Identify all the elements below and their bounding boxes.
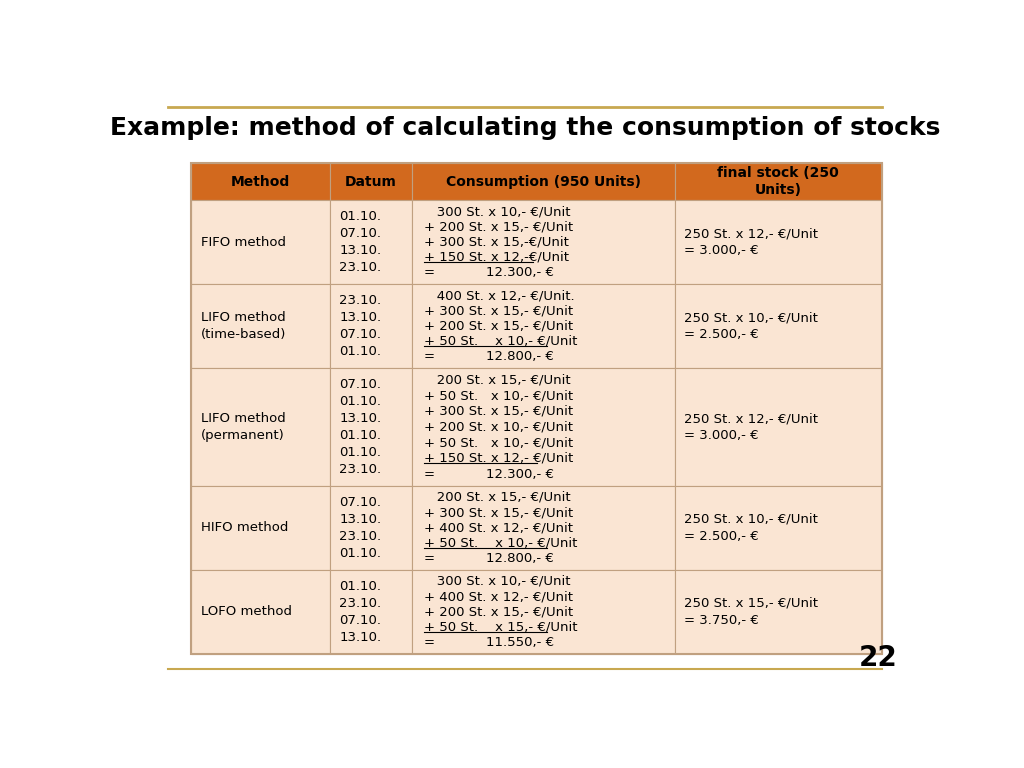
Text: + 400 St. x 12,- €/Unit: + 400 St. x 12,- €/Unit — [424, 521, 573, 535]
Text: 400 St. x 12,- €/Unit.: 400 St. x 12,- €/Unit. — [424, 289, 574, 302]
Text: Consumption (950 Units): Consumption (950 Units) — [446, 174, 641, 189]
Text: + 50 St.    x 10,- €/Unit: + 50 St. x 10,- €/Unit — [424, 537, 578, 550]
Text: =            12.300,- €: = 12.300,- € — [424, 266, 554, 280]
Text: final stock (250
Units): final stock (250 Units) — [718, 166, 840, 197]
Text: 07.10.
01.10.
13.10.
01.10.
01.10.
23.10.: 07.10. 01.10. 13.10. 01.10. 01.10. 23.10… — [339, 378, 381, 476]
Bar — [675, 200, 882, 284]
Text: + 300 St. x 15,-€/Unit: + 300 St. x 15,-€/Unit — [424, 236, 569, 249]
Text: + 200 St. x 10,- €/Unit: + 200 St. x 10,- €/Unit — [424, 421, 573, 433]
Text: LIFO method
(permanent): LIFO method (permanent) — [201, 412, 286, 442]
Text: + 200 St. x 15,- €/Unit: + 200 St. x 15,- €/Unit — [424, 605, 573, 618]
Text: 250 St. x 12,- €/Unit
= 3.000,- €: 250 St. x 12,- €/Unit = 3.000,- € — [684, 412, 818, 442]
Text: + 300 St. x 15,- €/Unit: + 300 St. x 15,- €/Unit — [424, 304, 573, 317]
Text: 300 St. x 10,- €/Unit: 300 St. x 10,- €/Unit — [424, 205, 570, 218]
Text: 22: 22 — [859, 644, 898, 672]
Text: 07.10.
13.10.
23.10.
01.10.: 07.10. 13.10. 23.10. 01.10. — [339, 496, 381, 560]
Text: + 300 St. x 15,- €/Unit: + 300 St. x 15,- €/Unit — [424, 506, 573, 519]
Text: + 200 St. x 15,- €/Unit: + 200 St. x 15,- €/Unit — [424, 220, 573, 233]
Text: 250 St. x 10,- €/Unit
= 2.500,- €: 250 St. x 10,- €/Unit = 2.500,- € — [684, 311, 818, 341]
Bar — [413, 163, 675, 200]
Text: =            11.550,- €: = 11.550,- € — [424, 636, 554, 649]
Bar — [413, 486, 675, 570]
Bar — [330, 368, 413, 486]
Bar — [413, 200, 675, 284]
Bar — [413, 284, 675, 368]
Text: + 50 St.    x 10,- €/Unit: + 50 St. x 10,- €/Unit — [424, 335, 578, 348]
Text: + 150 St. x 12,-€/Unit: + 150 St. x 12,-€/Unit — [424, 251, 569, 264]
Text: + 400 St. x 12,- €/Unit: + 400 St. x 12,- €/Unit — [424, 590, 573, 603]
Text: + 200 St. x 15,- €/Unit: + 200 St. x 15,- €/Unit — [424, 319, 573, 333]
Text: Datum: Datum — [345, 174, 397, 189]
Text: + 50 St.    x 15,- €/Unit: + 50 St. x 15,- €/Unit — [424, 621, 578, 634]
Text: 300 St. x 10,- €/Unit: 300 St. x 10,- €/Unit — [424, 575, 570, 588]
Bar — [330, 570, 413, 654]
Text: =            12.300,- €: = 12.300,- € — [424, 468, 554, 481]
Bar — [675, 486, 882, 570]
Bar — [330, 486, 413, 570]
Bar — [413, 368, 675, 486]
Bar — [191, 486, 330, 570]
Text: LOFO method: LOFO method — [201, 605, 292, 618]
Text: HIFO method: HIFO method — [201, 521, 289, 535]
Text: LIFO method
(time-based): LIFO method (time-based) — [201, 311, 287, 341]
Text: =            12.800,- €: = 12.800,- € — [424, 350, 554, 363]
Bar — [330, 284, 413, 368]
Text: + 50 St.   x 10,- €/Unit: + 50 St. x 10,- €/Unit — [424, 389, 573, 402]
Bar — [191, 284, 330, 368]
Bar — [675, 570, 882, 654]
Text: 250 St. x 12,- €/Unit
= 3.000,- €: 250 St. x 12,- €/Unit = 3.000,- € — [684, 227, 818, 257]
Text: =            12.800,- €: = 12.800,- € — [424, 552, 554, 565]
Text: + 300 St. x 15,- €/Unit: + 300 St. x 15,- €/Unit — [424, 405, 573, 418]
Bar — [330, 200, 413, 284]
Text: 200 St. x 15,- €/Unit: 200 St. x 15,- €/Unit — [424, 491, 571, 504]
Text: + 50 St.   x 10,- €/Unit: + 50 St. x 10,- €/Unit — [424, 436, 573, 449]
Text: 250 St. x 15,- €/Unit
= 3.750,- €: 250 St. x 15,- €/Unit = 3.750,- € — [684, 597, 818, 627]
Bar — [675, 284, 882, 368]
Bar — [191, 163, 882, 654]
Text: Method: Method — [230, 174, 290, 189]
Bar — [330, 163, 413, 200]
Bar — [191, 570, 330, 654]
Text: Example: method of calculating the consumption of stocks: Example: method of calculating the consu… — [110, 116, 940, 140]
Bar — [191, 163, 330, 200]
Text: 200 St. x 15,- €/Unit: 200 St. x 15,- €/Unit — [424, 373, 571, 386]
Bar — [191, 368, 330, 486]
Text: 23.10.
13.10.
07.10.
01.10.: 23.10. 13.10. 07.10. 01.10. — [339, 294, 381, 358]
Bar — [413, 570, 675, 654]
Bar — [675, 368, 882, 486]
Text: FIFO method: FIFO method — [201, 236, 286, 249]
Text: 01.10.
07.10.
13.10.
23.10.: 01.10. 07.10. 13.10. 23.10. — [339, 210, 381, 274]
Bar — [191, 200, 330, 284]
Bar — [675, 163, 882, 200]
Text: 01.10.
23.10.
07.10.
13.10.: 01.10. 23.10. 07.10. 13.10. — [339, 580, 381, 644]
Text: 250 St. x 10,- €/Unit
= 2.500,- €: 250 St. x 10,- €/Unit = 2.500,- € — [684, 513, 818, 543]
Text: + 150 St. x 12,- €/Unit: + 150 St. x 12,- €/Unit — [424, 452, 573, 465]
